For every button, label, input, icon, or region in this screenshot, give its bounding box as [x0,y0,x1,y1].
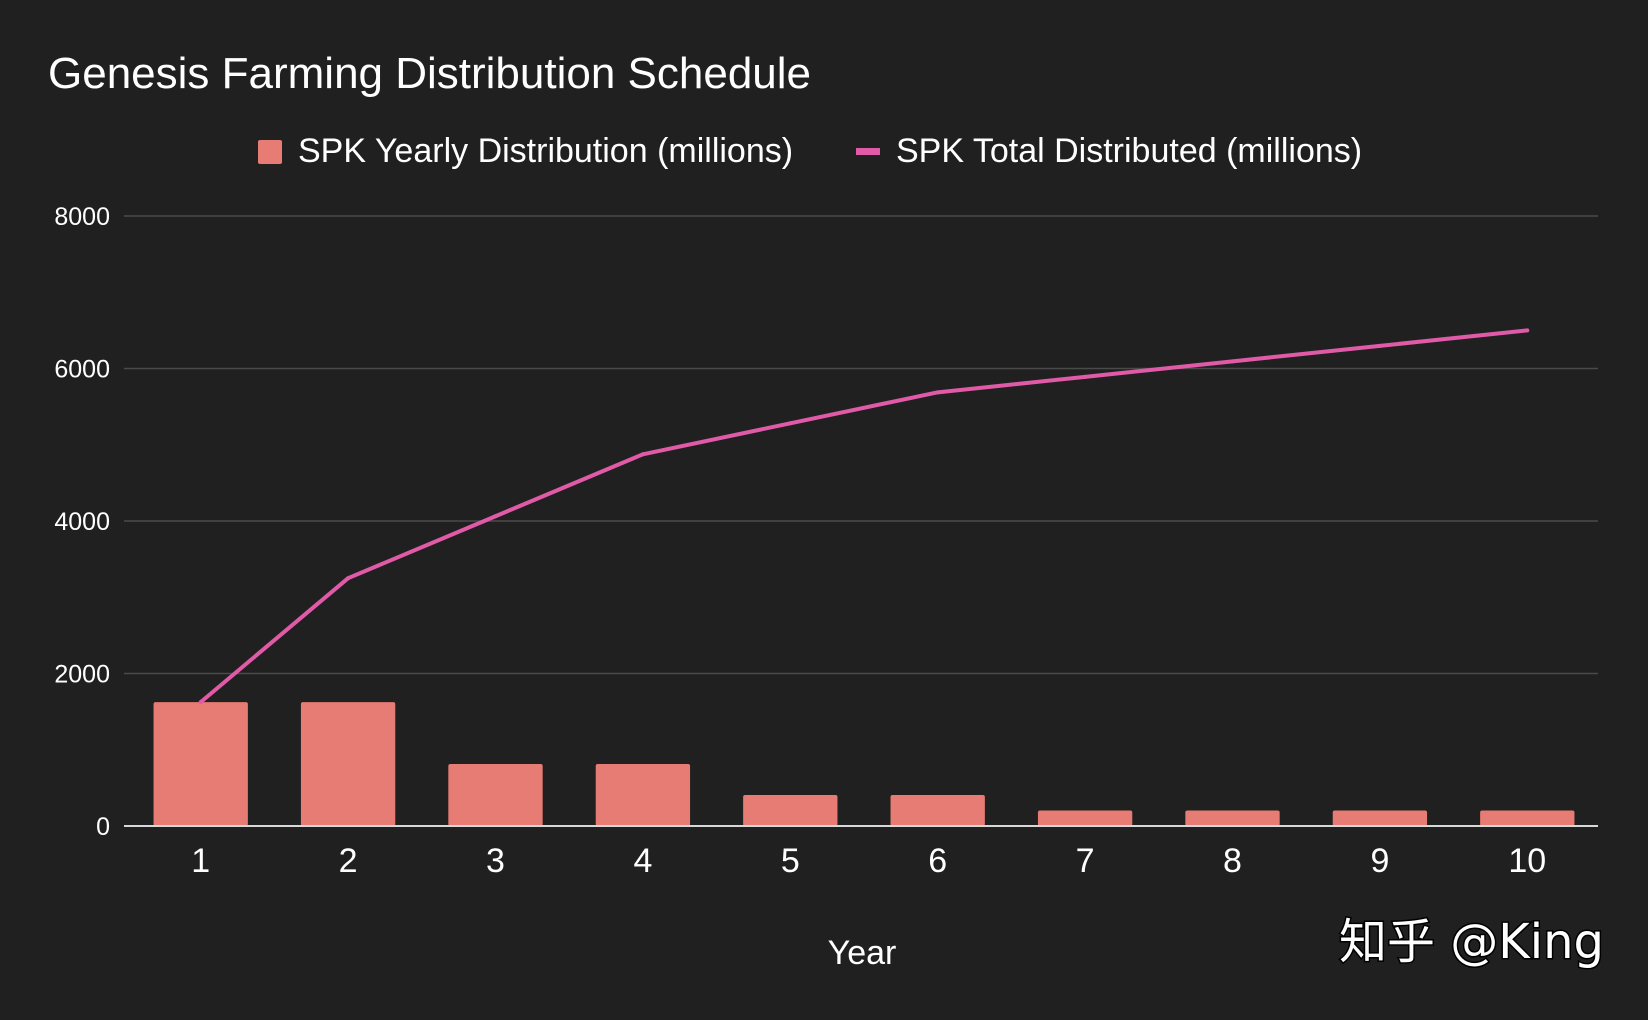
x-tick-label: 3 [486,842,505,880]
x-tick-label: 4 [633,842,652,880]
y-tick-label: 6000 [54,356,110,384]
bars [153,702,1575,826]
line-point-total-distributed [1377,343,1382,348]
legend: SPK Yearly Distribution (millions) SPK T… [258,132,1362,170]
legend-swatch-yearly [258,140,282,164]
chart-title: Genesis Farming Distribution Schedule [48,49,811,98]
line-point-total-distributed [1230,359,1235,364]
y-tick-label: 8000 [54,203,110,231]
x-tick-label: 5 [781,842,800,880]
bar-yearly-distribution [300,702,396,826]
x-axis-label: Year [828,934,897,972]
y-tick-label: 4000 [54,508,110,536]
bar-yearly-distribution [1480,810,1575,826]
line-point-total-distributed [640,452,645,457]
watermark: 知乎 @King [1339,914,1604,970]
bar-yearly-distribution [1185,810,1280,826]
bar-yearly-distribution [595,764,691,826]
y-axis-ticks: 0 2000 4000 6000 8000 [54,203,110,841]
bar-yearly-distribution [448,764,543,826]
line-point-total-distributed [1083,374,1088,379]
x-tick-label: 10 [1508,842,1546,880]
legend-label-yearly: SPK Yearly Distribution (millions) [298,132,793,170]
y-tick-label: 2000 [54,661,110,689]
x-tick-label: 1 [191,842,210,880]
gridlines [124,215,1598,675]
x-tick-label: 9 [1370,842,1389,880]
x-tick-label: 8 [1223,842,1242,880]
bar-yearly-distribution [743,795,838,826]
line-point-total-distributed [935,390,940,395]
bar-yearly-distribution [890,795,985,826]
x-tick-label: 6 [928,842,947,880]
bar-yearly-distribution [153,702,248,826]
y-tick-label: 0 [96,813,110,841]
bar-yearly-distribution [1332,810,1428,826]
bar-yearly-distribution [1037,810,1133,826]
x-tick-label: 2 [339,842,358,880]
x-tick-label: 7 [1076,842,1095,880]
line-point-total-distributed [1525,328,1530,333]
total-line [198,328,1530,705]
line-point-total-distributed [346,576,351,581]
line-point-total-distributed [198,700,203,705]
x-axis-ticks: 1 2 3 4 5 6 7 8 9 10 [191,842,1546,880]
legend-label-total: SPK Total Distributed (millions) [896,132,1362,170]
line-point-total-distributed [493,514,498,519]
legend-swatch-total [856,148,880,155]
line-total-distributed [199,328,1528,704]
line-point-total-distributed [788,421,793,426]
